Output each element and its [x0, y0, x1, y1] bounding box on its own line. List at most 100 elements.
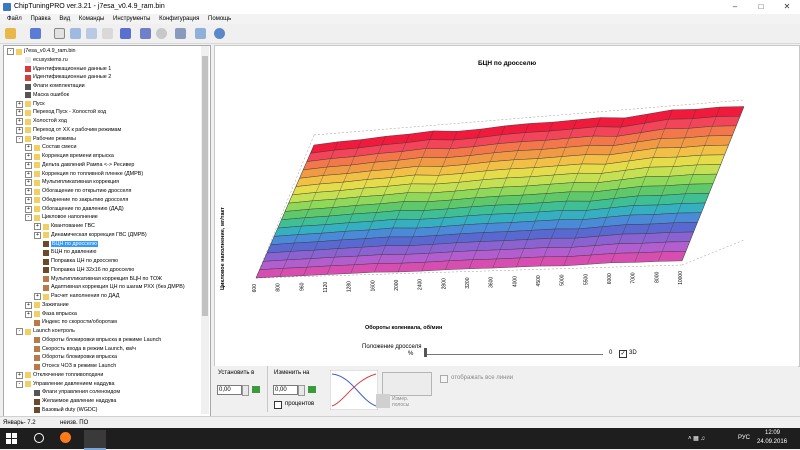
expand-icon[interactable]: +: [34, 293, 41, 300]
expand-icon[interactable]: +: [25, 196, 32, 204]
tree-item[interactable]: - j7esa_v0.4.9_ram.bin: [7, 47, 76, 56]
tree-item[interactable]: + Обеднение по закрытию дросселя: [25, 196, 128, 205]
tree-item[interactable]: БЦН по дросселю: [34, 240, 98, 249]
tree-item[interactable]: + Коррекция по топливной пленке (ДМРВ): [25, 170, 143, 179]
tree-item[interactable]: Идентификационные данные 2: [16, 73, 111, 82]
change-value-spinner[interactable]: [298, 385, 305, 396]
map-tree[interactable]: - j7esa_v0.4.9_ram.bin ecusystems.ru Иденти…: [3, 45, 211, 417]
tree-item[interactable]: Индекс по скорости/оборотам: [25, 318, 117, 327]
change-value-input[interactable]: 0,00: [273, 385, 298, 395]
clock-time[interactable]: 12:09: [765, 430, 781, 436]
tree-item[interactable]: - Рабочие режимы: [16, 135, 76, 144]
tree-item[interactable]: Мультипликативная коррекция БЦН по ТОЖ: [34, 275, 162, 284]
search-icon[interactable]: [156, 28, 167, 39]
goto-icon[interactable]: [140, 28, 151, 39]
tree-item[interactable]: + Динамическая коррекция ГВС (ДМРВ): [34, 231, 147, 240]
menu-help[interactable]: Помощь: [208, 16, 232, 22]
copy-icon[interactable]: [70, 28, 81, 39]
undo-icon[interactable]: [102, 28, 113, 39]
settings-icon[interactable]: [195, 28, 206, 39]
chart-surface[interactable]: 600 800 960 1120 1280 1600 2000 2400 2800 3200 360…: [214, 45, 798, 365]
expand-icon[interactable]: +: [16, 371, 23, 379]
expand-icon[interactable]: +: [25, 170, 32, 178]
tree-item[interactable]: - Launch контроль: [16, 327, 75, 336]
expand-icon[interactable]: +: [25, 301, 32, 309]
tree-item[interactable]: Обороты блокировки впрыска в режиме Laun…: [25, 336, 161, 345]
chiptuning-taskbar-item[interactable]: [84, 430, 106, 450]
collapse-icon[interactable]: -: [7, 48, 14, 55]
cpu-icon[interactable]: [175, 28, 186, 39]
tree-item[interactable]: + Холостой ход: [16, 117, 67, 126]
tree-scrollbar-thumb[interactable]: [202, 56, 208, 316]
paste-icon[interactable]: [86, 28, 97, 39]
minimize-button[interactable]: –: [732, 2, 738, 11]
percent-checkbox[interactable]: [274, 401, 282, 409]
apply-change-button[interactable]: [308, 386, 316, 393]
menu-view[interactable]: Вид: [59, 16, 71, 22]
firefox-icon[interactable]: [60, 432, 71, 443]
expand-icon[interactable]: +: [25, 179, 32, 187]
expand-icon[interactable]: +: [16, 100, 23, 108]
tree-item[interactable]: + Коррекция времени впрыска: [25, 152, 114, 161]
expand-icon[interactable]: +: [25, 144, 32, 152]
tree-item[interactable]: + Обогащение по открытию дросселя: [25, 187, 131, 196]
tree-item[interactable]: + Зажигание: [25, 301, 69, 310]
tree-item[interactable]: + Квантование ГВС: [34, 222, 95, 231]
tree-item[interactable]: Маска ошибок: [16, 91, 69, 100]
close-button[interactable]: ✕: [783, 2, 791, 11]
tree-item[interactable]: Поправка ЦН по дросселю: [34, 257, 118, 266]
windows-start-icon[interactable]: [6, 433, 17, 444]
tree-item[interactable]: + Состав смеси: [25, 143, 76, 152]
expand-icon[interactable]: +: [25, 161, 32, 169]
expand-icon[interactable]: +: [34, 223, 41, 230]
throttle-slider-thumb[interactable]: [424, 348, 427, 357]
tree-item[interactable]: + Расчет наполнения по ДАД: [34, 292, 119, 301]
save-icon[interactable]: [30, 28, 41, 39]
tree-item[interactable]: Идентификационные данные 1: [16, 65, 111, 74]
tree-item[interactable]: - Управление давлением наддува: [16, 380, 114, 389]
clock-date[interactable]: 24.09.2016: [757, 439, 788, 445]
tree-item[interactable]: Флаги управления соленоидом: [25, 388, 120, 397]
lock-icon[interactable]: [376, 394, 390, 408]
tree-item[interactable]: БЦН по давлению: [34, 248, 96, 257]
tree-item[interactable]: + Переход Пуск - Холостой ход: [16, 108, 106, 117]
tree-item[interactable]: Адаптивная коррекция ЦН по шагам РХХ (бе…: [34, 283, 185, 292]
tree-item[interactable]: + Мультипликативная коррекция: [25, 178, 119, 187]
compare-icon[interactable]: [120, 28, 131, 39]
tree-item[interactable]: Базовый duty (WGDC): [25, 406, 97, 415]
interpolation-preview[interactable]: [330, 370, 378, 410]
tree-item[interactable]: Скорость входа в режим Launch, км/ч: [25, 345, 136, 354]
tree-item[interactable]: ecusystems.ru: [16, 56, 68, 65]
tree-item[interactable]: + Пуск: [16, 100, 45, 109]
expand-icon[interactable]: +: [25, 310, 32, 318]
expand-icon[interactable]: +: [25, 153, 32, 160]
search-taskbar-icon[interactable]: [34, 433, 44, 443]
tree-item[interactable]: Обороты блокировки впрыска: [25, 353, 117, 362]
tree-item[interactable]: Флаги комплектации: [16, 82, 85, 91]
collapse-icon[interactable]: -: [16, 135, 23, 143]
tree-item[interactable]: + Отключение топливоподачи: [16, 371, 103, 380]
open-folder-icon[interactable]: [5, 28, 16, 39]
tree-item[interactable]: Поправка ЦН 32х16 по дросселю: [34, 266, 134, 275]
throttle-slider-track[interactable]: [425, 354, 603, 355]
menu-commands[interactable]: Команды: [78, 16, 105, 22]
set-value-input[interactable]: 0,00: [217, 385, 242, 395]
expand-icon[interactable]: +: [16, 109, 23, 117]
expand-icon[interactable]: +: [16, 126, 23, 134]
menu-config[interactable]: Конфигурация: [159, 16, 200, 22]
collapse-icon[interactable]: -: [16, 328, 23, 335]
set-value-spinner[interactable]: [242, 385, 249, 396]
expand-icon[interactable]: +: [34, 231, 41, 239]
collapse-icon[interactable]: -: [25, 214, 32, 222]
tree-item[interactable]: + Фаза впрыска: [25, 310, 77, 319]
menu-tools[interactable]: Инструменты: [113, 16, 151, 22]
expand-icon[interactable]: +: [25, 205, 32, 213]
collapse-icon[interactable]: -: [16, 380, 23, 388]
menu-file[interactable]: Файл: [7, 16, 22, 22]
tree-item[interactable]: Отсеск ЧОЗ в режиме Launch: [25, 362, 116, 371]
cut-icon[interactable]: [54, 28, 65, 39]
expand-icon[interactable]: +: [16, 118, 23, 125]
tree-item[interactable]: Желаемое давление наддува: [25, 397, 116, 406]
tree-item[interactable]: - Цикловое наполнение: [25, 213, 98, 222]
tree-item[interactable]: + Дельта давлений Рампа <-> Ресивер: [25, 161, 134, 170]
